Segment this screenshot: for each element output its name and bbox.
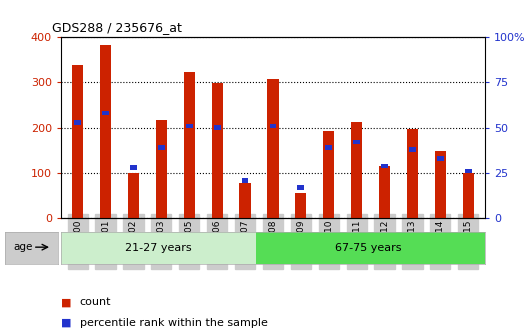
Bar: [325, 145, 332, 150]
Bar: [186, 124, 192, 128]
Bar: [61, 232, 256, 264]
Bar: [128, 173, 139, 218]
Text: GDS288 / 235676_at: GDS288 / 235676_at: [52, 22, 182, 34]
Text: age: age: [13, 242, 33, 252]
Bar: [463, 173, 474, 218]
Bar: [214, 125, 220, 130]
Bar: [240, 183, 251, 218]
Bar: [323, 131, 334, 218]
Bar: [465, 169, 472, 173]
Bar: [156, 120, 167, 218]
Bar: [381, 164, 388, 168]
Bar: [130, 165, 137, 170]
Bar: [267, 79, 279, 218]
Bar: [102, 111, 109, 116]
Bar: [242, 178, 249, 182]
Bar: [435, 151, 446, 218]
Text: 67-75 years: 67-75 years: [334, 243, 401, 253]
Bar: [158, 145, 165, 150]
Bar: [295, 193, 306, 218]
Bar: [354, 140, 360, 144]
Bar: [351, 122, 362, 218]
Bar: [379, 166, 390, 218]
Bar: [211, 83, 223, 218]
Bar: [270, 124, 276, 128]
Bar: [100, 45, 111, 218]
Text: ■: ■: [61, 297, 72, 307]
Bar: [297, 185, 304, 190]
Bar: [74, 120, 81, 125]
Bar: [407, 129, 418, 218]
Text: 21-27 years: 21-27 years: [125, 243, 192, 253]
Bar: [437, 156, 444, 161]
Text: ■: ■: [61, 318, 72, 328]
Bar: [409, 147, 416, 152]
Text: percentile rank within the sample: percentile rank within the sample: [80, 318, 267, 328]
Bar: [256, 232, 485, 264]
Bar: [72, 65, 83, 218]
Text: count: count: [80, 297, 111, 307]
Bar: [184, 72, 195, 218]
